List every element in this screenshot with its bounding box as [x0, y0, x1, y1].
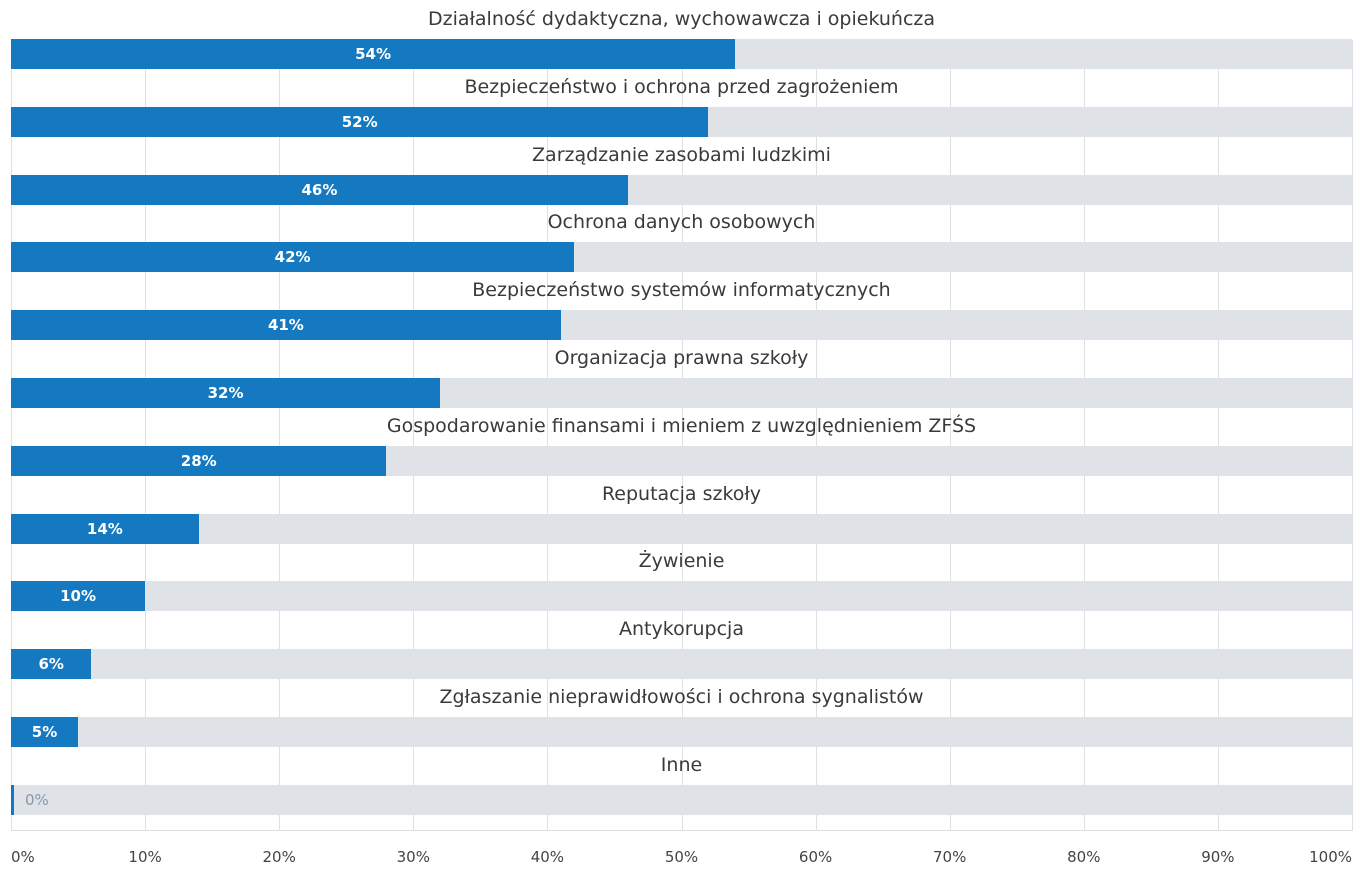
bar [11, 581, 146, 612]
x-tick-label: 100% [1309, 848, 1352, 866]
gridline [1217, 40, 1219, 831]
value-label: 41% [267, 316, 304, 335]
bar [11, 106, 709, 137]
category-label: Działalność dydaktyczna, wychowawcza i o… [427, 8, 936, 30]
value-label: 10% [60, 587, 96, 606]
gridline [949, 40, 951, 831]
x-tick-label: 20% [262, 848, 296, 866]
category-label: Organizacja prawna szkoły [554, 347, 809, 369]
bar-track: 5% [11, 717, 1352, 747]
bar-track: 41% [11, 310, 1352, 341]
x-tick-label: 10% [128, 848, 162, 866]
category-label: Zarządzanie zasobami ludzkimi [532, 143, 831, 166]
gridline [1352, 40, 1353, 831]
value-label: 42% [274, 248, 311, 267]
x-tick-label: 80% [1067, 848, 1101, 866]
bar [11, 39, 736, 69]
bar [11, 717, 79, 747]
bar [11, 378, 441, 408]
gridline [413, 40, 415, 831]
category-label: Żywienie [638, 550, 725, 573]
bar-track: 54% [11, 39, 1352, 69]
bar-track: 52% [11, 106, 1352, 137]
gridline [815, 40, 817, 831]
category-label: Bezpieczeństwo systemów informatycznych [472, 279, 891, 302]
x-tick-label: 50% [664, 848, 699, 866]
value-label: 32% [207, 384, 244, 402]
x-tick-label: 90% [1201, 848, 1235, 866]
bar-track: 10% [11, 581, 1352, 612]
bar [11, 310, 561, 341]
x-tick-label: 40% [530, 848, 565, 866]
gridline [279, 40, 281, 831]
bar [11, 513, 199, 544]
gridline [145, 40, 147, 831]
bar-track: 46% [11, 174, 1352, 205]
x-axis-line [11, 830, 1352, 831]
bar-track: 6% [11, 649, 1352, 680]
value-label: 6% [38, 655, 64, 674]
value-label: 54% [355, 45, 392, 63]
bar-track: 42% [11, 242, 1352, 273]
x-tick-label: 0% [11, 848, 35, 866]
bar-track: 32% [11, 378, 1352, 408]
category-label: Gospodarowanie finansami i mieniem z uwz… [386, 414, 977, 437]
category-label: Antykorupcja [619, 618, 744, 641]
x-tick-label: 70% [933, 848, 967, 866]
bar-track: 28% [11, 445, 1352, 476]
gridline [1083, 40, 1085, 831]
value-label: 28% [180, 451, 217, 470]
value-label: 52% [341, 112, 378, 131]
x-tick-label: 60% [798, 848, 833, 866]
category-label: Bezpieczeństwo i ochrona przed zagrożeni… [464, 75, 899, 98]
bar [11, 445, 387, 476]
value-label: 46% [301, 180, 338, 199]
bar [11, 784, 14, 815]
bar-track: 14% [11, 513, 1352, 544]
value-label: 5% [31, 723, 58, 741]
bar [11, 649, 92, 680]
value-label: 14% [86, 519, 123, 538]
gridline [547, 40, 549, 831]
value-label: 0% [25, 790, 49, 809]
category-label: Inne [660, 753, 703, 776]
gridline [681, 40, 683, 831]
bar [11, 242, 575, 273]
x-tick-label: 30% [396, 848, 430, 866]
bar-track: 0% [11, 784, 1352, 815]
gridline [11, 40, 12, 831]
category-label: Zgłaszanie nieprawidłowości i ochrona sy… [439, 686, 924, 708]
bar [11, 174, 628, 205]
category-label: Reputacja szkoły [601, 482, 762, 505]
category-label: Ochrona danych osobowych [547, 211, 816, 234]
